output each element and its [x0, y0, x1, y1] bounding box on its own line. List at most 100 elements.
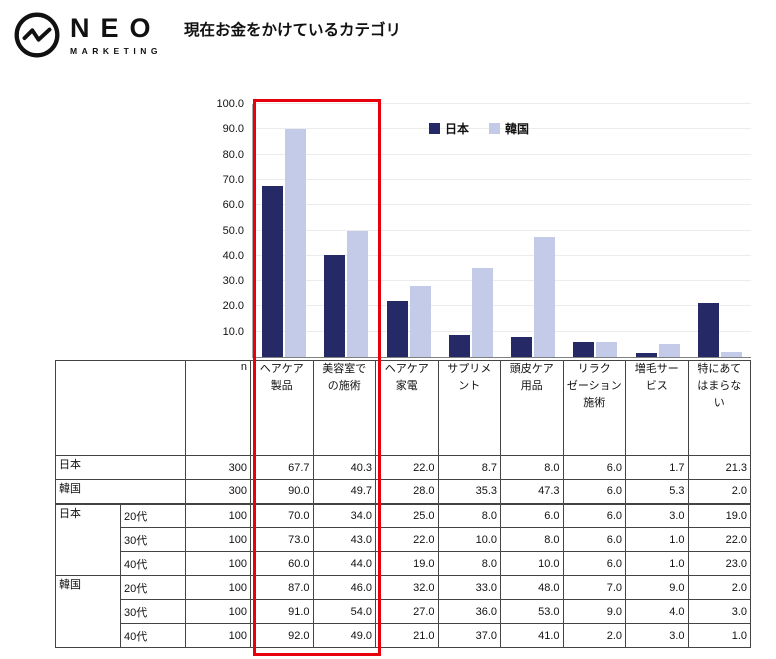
header-category: 増毛サー ビス: [625, 360, 689, 456]
cell-value: 3.0: [625, 502, 689, 528]
bar-japan: [324, 255, 346, 357]
header-n: n: [185, 360, 251, 456]
bar-japan: [386, 301, 408, 357]
cell-value: 36.0: [437, 599, 501, 624]
chart-plot: 日本 韓国: [252, 103, 751, 358]
cell-value: 33.0: [437, 575, 501, 600]
cell-value: 92.0: [250, 623, 314, 648]
y-tick-label: 40.0: [222, 249, 244, 262]
y-tick-label: 100.0: [216, 98, 244, 110]
cell-value: 21.0: [375, 623, 439, 648]
cell-value: 6.0: [562, 527, 626, 552]
table-row: 韓国 300 90.0 49.7 28.0 35.3 47.3 6.0 5.3 2.0: [55, 479, 751, 504]
legend-item-korea: 韓国: [489, 120, 529, 137]
cell-value: 44.0: [312, 551, 376, 576]
logo-name: NEO: [70, 12, 162, 43]
cell-value: 37.0: [437, 623, 501, 648]
bar-japan: [448, 335, 470, 357]
cell-value: 3.0: [625, 623, 689, 648]
cell-value: 3.0: [687, 599, 751, 624]
legend-label-japan: 日本: [445, 122, 470, 136]
bar-group: [502, 104, 564, 357]
cell-value: 8.7: [437, 455, 501, 480]
row-age-label: 30代: [120, 599, 186, 624]
cell-value: 2.0: [687, 479, 751, 504]
cell-value: 22.0: [375, 527, 439, 552]
cell-value: 6.0: [562, 551, 626, 576]
gridlines: [253, 103, 751, 357]
header-category: 特にあて はまらな い: [687, 360, 751, 456]
table-body: n ヘアケア 製品 美容室で の施術 ヘアケア 家電 サプリメ ント 頭皮ケア 用品 リラク…: [55, 360, 751, 648]
bar-japan: [697, 303, 719, 357]
cell-value: 35.3: [437, 479, 501, 504]
bar-korea: [347, 231, 369, 357]
bar-group: [378, 104, 440, 357]
gridline: [253, 204, 751, 206]
cell-value: 6.0: [562, 455, 626, 480]
bar-group: [564, 104, 626, 357]
y-tick-label: 50.0: [222, 224, 244, 237]
cell-value: 40.3: [312, 455, 376, 480]
cell-n: 300: [185, 479, 251, 504]
bar-korea: [596, 341, 618, 357]
row-age-label: 40代: [120, 551, 186, 576]
cell-value: 28.0: [375, 479, 439, 504]
cell-value: 7.0: [562, 575, 626, 600]
cell-value: 6.0: [562, 479, 626, 504]
cell-value: 27.0: [375, 599, 439, 624]
cell-value: 46.0: [312, 575, 376, 600]
data-table: n ヘアケア 製品 美容室で の施術 ヘアケア 家電 サプリメ ント 頭皮ケア 用品 リラク…: [55, 360, 751, 648]
bar-korea: [285, 129, 307, 357]
legend-swatch-korea: [489, 123, 501, 134]
cell-value: 21.3: [687, 455, 751, 480]
cell-value: 19.0: [687, 502, 751, 528]
cell-value: 70.0: [250, 502, 314, 528]
cell-value: 25.0: [375, 502, 439, 528]
row-age-label: 20代: [120, 502, 186, 528]
gridline: [253, 153, 751, 155]
y-axis-ticks: 100.0 90.0 80.0 70.0 60.0 50.0 40.0 30.0 20.0 10.…: [200, 98, 248, 357]
cell-value: 1.0: [625, 527, 689, 552]
cell-value: 1.7: [625, 455, 689, 480]
row-group-label: 日本: [55, 455, 186, 480]
bar-japan: [511, 336, 533, 357]
bars-container: [253, 104, 751, 357]
neo-marketing-logo: NEO MARKETING: [12, 10, 162, 60]
cell-n: 100: [185, 527, 251, 552]
bar-group: [627, 104, 689, 357]
gridline: [253, 280, 751, 282]
bar-japan: [635, 352, 657, 357]
cell-value: 91.0: [250, 599, 314, 624]
y-tick-label: 60.0: [222, 199, 244, 212]
legend-item-japan: 日本: [429, 120, 469, 137]
bar-japan: [573, 341, 595, 357]
table-row: 日本 300 67.7 40.3 22.0 8.7 8.0 6.0 1.7 21.3: [55, 455, 751, 480]
cell-value: 53.0: [500, 599, 564, 624]
cell-value: 10.0: [500, 551, 564, 576]
cell-value: 2.0: [687, 575, 751, 600]
y-tick-label: 20.0: [222, 300, 244, 313]
gridline: [253, 254, 751, 256]
cell-value: 4.0: [625, 599, 689, 624]
header-category: ヘアケア 家電: [375, 360, 439, 456]
y-tick-label: 70.0: [222, 173, 244, 186]
header-empty-cell: [55, 360, 186, 456]
cell-value: 10.0: [437, 527, 501, 552]
cell-value: 34.0: [312, 502, 376, 528]
chart-legend: 日本 韓国: [429, 120, 529, 137]
table-row: 30代 100 91.0 54.0 27.0 36.0 53.0 9.0 4.0 3.0: [56, 599, 751, 624]
cell-value: 49.7: [312, 479, 376, 504]
table-row: 40代 100 60.0 44.0 19.0 8.0 10.0 6.0 1.0 23.0: [56, 551, 751, 576]
row-group-label: 韓国: [55, 479, 186, 504]
cell-value: 19.0: [375, 551, 439, 576]
cell-value: 60.0: [250, 551, 314, 576]
cell-n: 100: [185, 599, 251, 624]
cell-value: 67.7: [250, 455, 314, 480]
cell-value: 43.0: [312, 527, 376, 552]
bar-group: [315, 104, 377, 357]
cell-value: 9.0: [562, 599, 626, 624]
row-group-label: 韓国: [55, 575, 121, 648]
y-tick-label: 90.0: [222, 123, 244, 136]
cell-value: 23.0: [687, 551, 751, 576]
cell-value: 87.0: [250, 575, 314, 600]
